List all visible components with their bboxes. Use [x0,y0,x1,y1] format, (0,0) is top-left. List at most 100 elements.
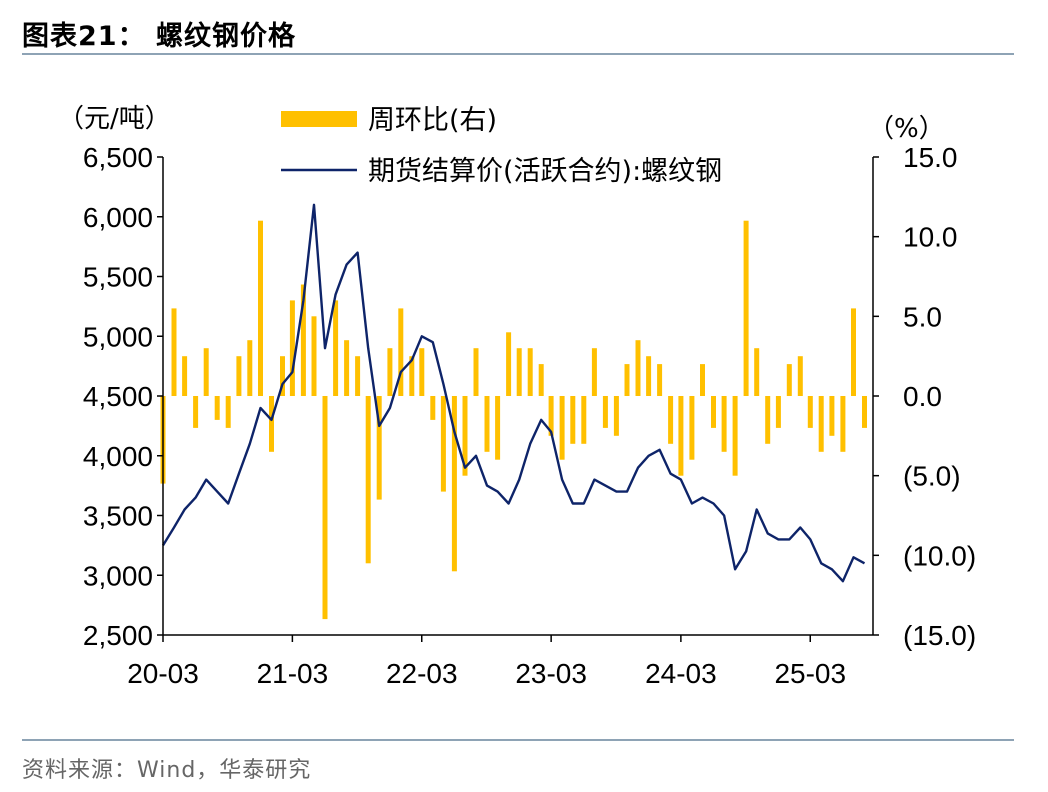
bar-2022-06 [451,396,457,572]
x-tick-label: 20-03 [127,658,199,689]
bar-2020-05 [182,356,188,396]
bar-2025-02 [797,356,803,396]
bar-2021-12 [387,348,393,396]
bar-2024-10 [754,348,760,396]
figure-title: 图表21： 螺纹钢价格 [22,21,296,52]
bar-2024-02 [668,396,674,444]
bar-2024-03 [678,396,684,476]
bar-2022-10 [495,396,501,460]
right-tick-label: 15.0 [903,142,958,173]
weekly-change-bars [160,220,867,620]
bar-2025-06 [840,396,846,452]
chart-legend: 周环比(右) 期货结算价(活跃合约):螺纹钢 [281,105,722,187]
x-tick-label: 25-03 [774,658,846,689]
legend-bar-swatch [281,111,357,127]
bar-2024-01 [657,364,663,396]
bar-2023-06 [581,396,587,444]
right-tick-label: 5.0 [903,301,942,332]
bar-2025-05 [829,396,835,436]
bar-2020-12 [258,220,263,396]
bar-2021-04 [300,284,306,396]
bar-2020-06 [193,396,199,428]
bar-2023-10 [624,364,630,396]
bar-2021-09 [355,356,361,396]
right-tick-label: (15.0) [903,620,976,651]
bar-2024-06 [711,396,716,428]
bar-2022-12 [516,348,522,396]
bar-2024-04 [689,396,695,460]
bar-2021-06 [322,396,328,620]
bar-2023-11 [635,340,641,396]
left-tick-label: 6,000 [83,202,153,233]
bar-2021-08 [344,340,350,396]
bar-2022-02 [409,356,415,396]
x-tick-label: 24-03 [645,658,717,689]
bar-2023-04 [559,396,565,460]
source-note: 资料来源：Wind，华泰研究 [22,758,312,783]
bar-2022-08 [473,348,479,396]
bottom-rule [22,739,1014,741]
bar-2023-03 [548,396,554,436]
bar-2020-04 [171,308,177,396]
bar-2025-03 [807,396,813,428]
left-tick-label: 2,500 [83,620,153,651]
bar-2020-11 [247,340,253,396]
legend-line-label: 期货结算价(活跃合约):螺纹钢 [368,156,722,187]
bar-2021-05 [311,316,317,396]
bar-2021-03 [289,300,295,396]
top-rule [22,53,1014,55]
bar-2021-02 [280,356,285,396]
bar-2020-07 [203,348,209,396]
bar-2024-09 [743,220,749,396]
bar-2022-04 [430,396,436,420]
price-line [161,203,866,583]
bar-2020-10 [236,356,242,396]
bar-2024-08 [732,396,738,476]
right-tick-label: (5.0) [903,461,961,492]
settlement-price-line [161,203,866,583]
bar-2021-10 [365,396,371,564]
bar-2025-08 [862,396,867,428]
chart-axes: 2,500 3,000 3,500 4,000 4,500 5,000 5,500 6,000… [58,104,976,689]
left-tick-label: 5,500 [83,262,153,293]
bar-2023-07 [591,348,597,396]
bar-2022-07 [462,396,468,476]
bar-2021-01 [269,396,274,452]
left-tick-label: 3,000 [83,560,153,591]
bar-2023-12 [646,356,652,396]
x-tick-label: 22-03 [386,658,458,689]
right-tick-label: 10.0 [903,222,958,253]
bar-2023-08 [602,396,608,428]
bar-2021-07 [333,300,339,396]
left-tick-label: 6,500 [83,142,153,173]
left-tick-label: 4,500 [83,381,153,412]
right-tick-label: 0.0 [903,381,942,412]
bar-2025-04 [818,396,824,452]
x-tick-label: 21-03 [257,658,329,689]
right-unit-label: （%） [868,114,945,144]
bar-2023-09 [613,396,619,436]
bar-2022-05 [440,396,446,492]
bar-2022-11 [506,332,512,396]
left-tick-label: 3,500 [83,501,153,532]
bar-2021-11 [376,396,382,500]
bar-2020-08 [214,396,220,420]
x-tick-label: 23-03 [515,658,587,689]
bar-2024-05 [700,364,705,396]
bar-2024-07 [721,396,727,452]
bar-2025-01 [786,364,792,396]
left-tick-label: 5,000 [83,321,153,352]
bar-2023-02 [538,364,544,396]
bar-2024-12 [775,396,781,428]
legend-bar-label: 周环比(右) [368,105,497,136]
bar-2023-01 [527,348,533,396]
bar-2025-07 [851,308,856,396]
left-tick-label: 4,000 [83,441,153,472]
bar-2022-09 [484,396,490,452]
bar-2024-11 [765,396,771,444]
right-tick-label: (10.0) [903,540,976,571]
bar-2022-01 [398,308,404,396]
bar-2020-09 [225,396,231,428]
bar-2022-03 [419,348,425,396]
